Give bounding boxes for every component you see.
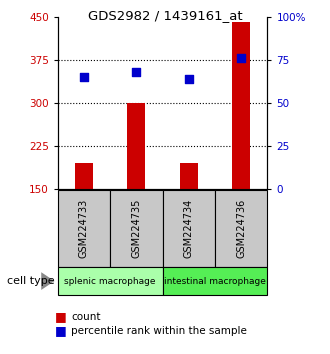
Text: GSM224734: GSM224734 xyxy=(184,199,194,258)
Text: percentile rank within the sample: percentile rank within the sample xyxy=(71,326,247,336)
Point xyxy=(134,69,139,75)
Text: GSM224735: GSM224735 xyxy=(131,199,141,258)
Bar xyxy=(180,164,198,189)
Bar xyxy=(232,22,250,189)
Polygon shape xyxy=(41,272,54,290)
Bar xyxy=(75,164,93,189)
Point xyxy=(81,74,86,80)
Bar xyxy=(127,103,146,189)
Text: intestinal macrophage: intestinal macrophage xyxy=(164,276,266,286)
Text: ■: ■ xyxy=(54,325,66,337)
Text: ■: ■ xyxy=(54,310,66,323)
Text: cell type: cell type xyxy=(7,276,54,286)
Text: count: count xyxy=(71,312,100,322)
Point xyxy=(186,76,191,82)
Point xyxy=(239,55,244,61)
Text: splenic macrophage: splenic macrophage xyxy=(64,276,156,286)
Text: GSM224733: GSM224733 xyxy=(79,199,89,258)
Text: GSM224736: GSM224736 xyxy=(236,199,246,258)
Text: GDS2982 / 1439161_at: GDS2982 / 1439161_at xyxy=(88,9,242,22)
